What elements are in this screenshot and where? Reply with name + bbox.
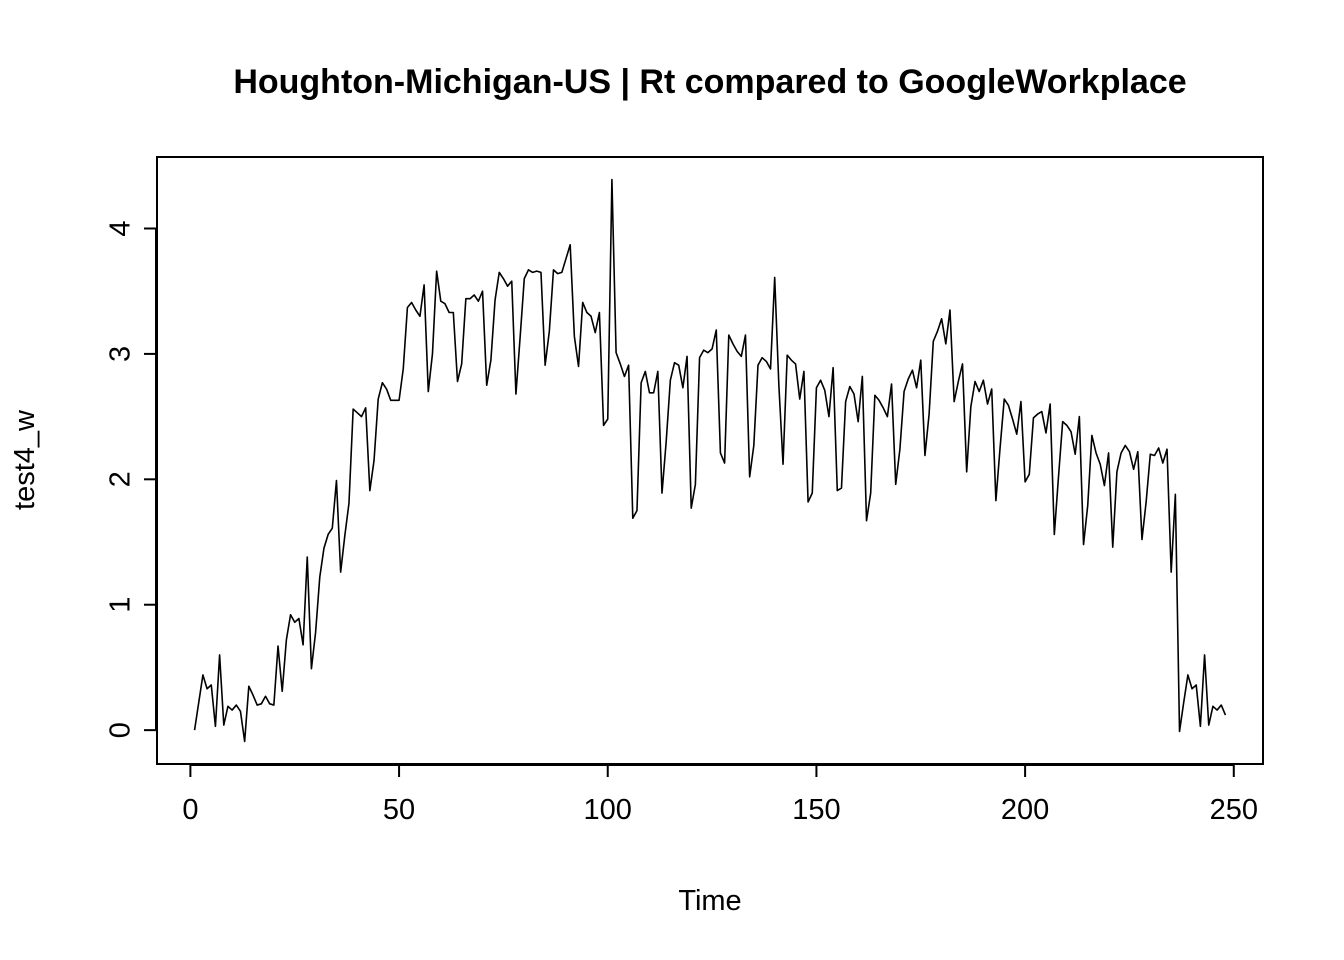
- y-tick-label: 1: [105, 597, 137, 613]
- y-tick-label: 3: [105, 346, 137, 362]
- y-tick-label: 0: [105, 722, 137, 738]
- plot-frame: [156, 156, 1264, 765]
- y-axis: 0 1 2 3 4: [105, 220, 157, 738]
- x-tick-label: 100: [584, 794, 632, 826]
- chart-title: Houghton-Michigan-US | Rt compared to Go…: [233, 63, 1186, 101]
- y-tick-label: 4: [105, 220, 137, 236]
- x-tick-label: 150: [792, 794, 840, 826]
- x-axis-label: Time: [678, 885, 741, 917]
- x-tick-label: 250: [1210, 794, 1258, 826]
- x-axis: 0 50 100 150 200 250: [182, 764, 1258, 826]
- x-tick-label: 200: [1001, 794, 1049, 826]
- y-axis-label: test4_w: [9, 409, 41, 510]
- y-tick-label: 2: [105, 471, 137, 487]
- x-tick-label: 50: [383, 794, 415, 826]
- x-tick-label: 0: [182, 794, 198, 826]
- series-line: [193, 178, 1227, 743]
